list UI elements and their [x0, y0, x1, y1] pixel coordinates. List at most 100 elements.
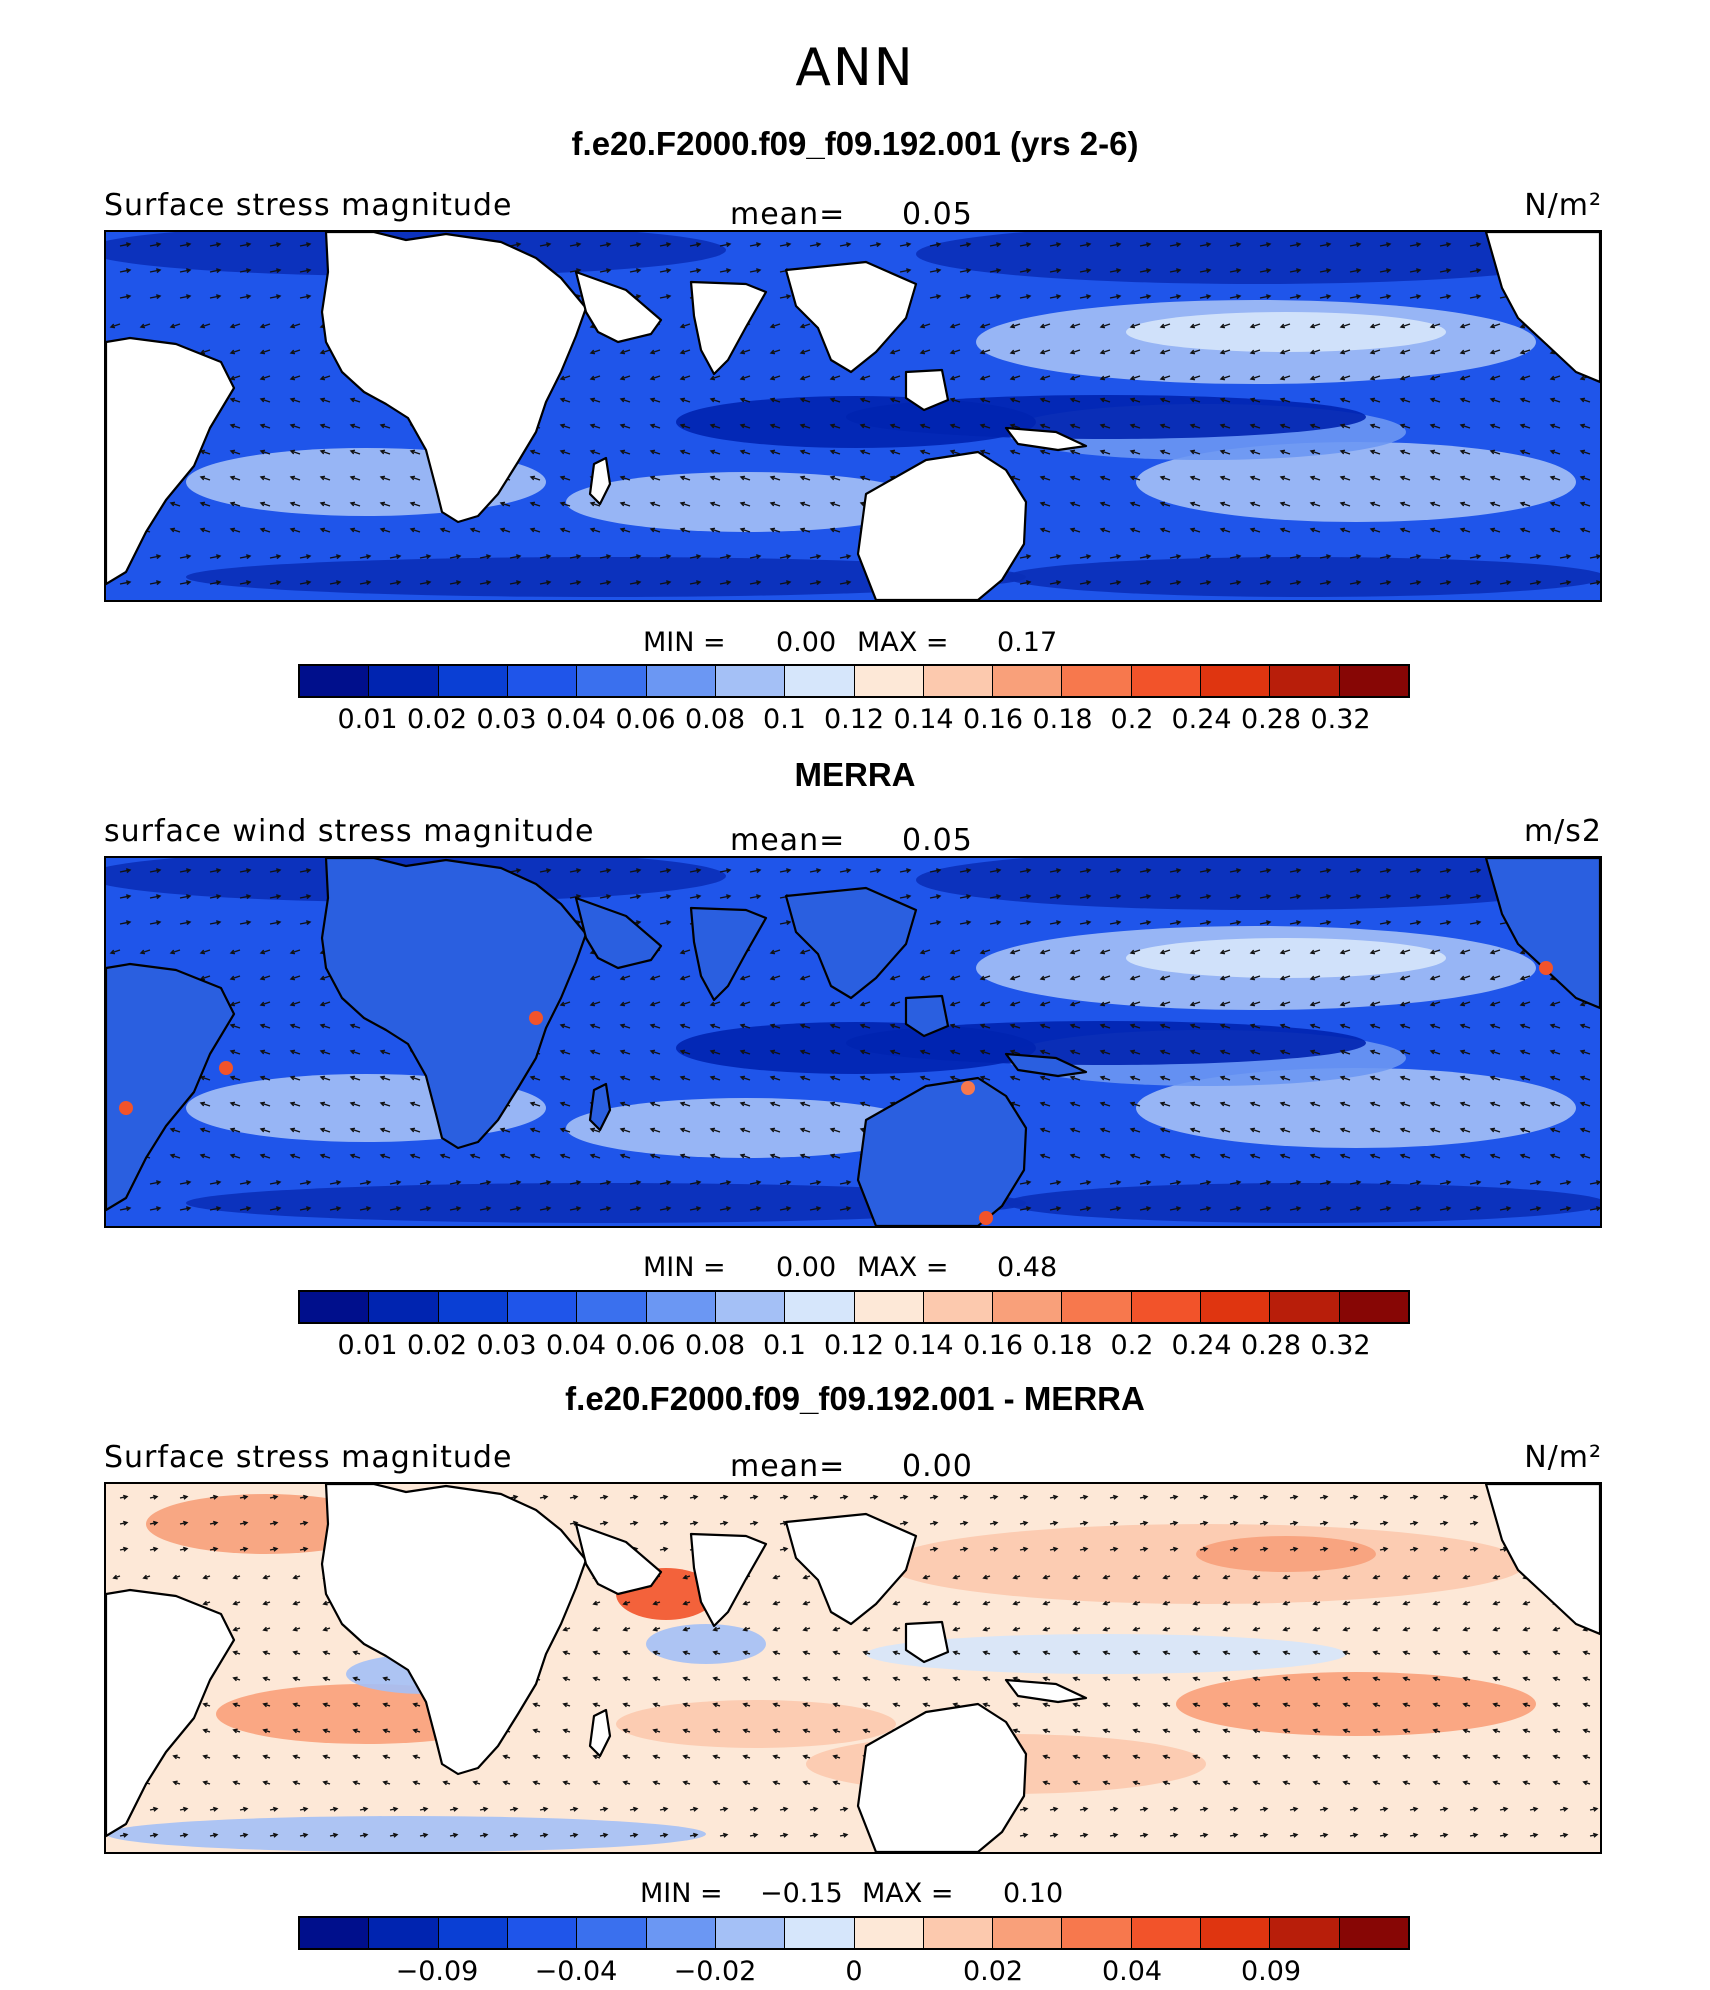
vector-arrowhead — [682, 1728, 688, 1734]
vector-arrow — [119, 295, 131, 299]
vector-arrow — [680, 398, 691, 403]
vector-arrowhead — [292, 1650, 298, 1656]
vector-arrowhead — [259, 1127, 266, 1133]
vector-arrow — [1379, 869, 1391, 873]
vector-arrow — [830, 528, 841, 533]
vector-arrowhead — [965, 920, 972, 926]
vector-arrow — [1250, 375, 1261, 380]
vector-arrowhead — [1522, 1780, 1528, 1786]
vector-arrowhead — [1055, 1180, 1062, 1186]
vector-arrowhead — [1162, 1600, 1168, 1606]
vector-arrowhead — [772, 1626, 778, 1632]
vector-arrowhead — [1232, 1832, 1239, 1838]
coastline-newguinea — [1004, 426, 1088, 452]
vector-arrowhead — [799, 975, 806, 981]
vector-arrow — [1289, 555, 1301, 559]
vector-arrow — [680, 1076, 691, 1081]
vector-arrowhead — [665, 1180, 672, 1186]
vector-arrowhead — [1102, 1600, 1108, 1606]
vector-arrowhead — [679, 397, 686, 403]
vector-arrow — [890, 424, 901, 429]
vector-arrow — [659, 921, 671, 925]
vector-arrow — [650, 1024, 661, 1029]
vector-arrowhead — [172, 1754, 178, 1760]
vector-arrow — [410, 1102, 421, 1107]
vector-arrowhead — [289, 527, 296, 533]
vector-arrowhead — [455, 1180, 462, 1186]
vector-arrow — [659, 895, 671, 899]
vector-arrowhead — [1382, 1806, 1389, 1812]
vector-arrowhead — [785, 580, 792, 586]
vector-arrow — [350, 476, 361, 481]
vector-arrow — [1169, 555, 1181, 559]
vector-arrow — [1430, 398, 1441, 403]
vector-arrowhead — [649, 527, 656, 533]
vector-arrowhead — [1459, 375, 1466, 381]
vector-arrowhead — [1189, 423, 1196, 429]
vector-arrow — [1439, 1207, 1451, 1211]
vector-arrowhead — [275, 294, 282, 300]
vector-arrow — [1049, 921, 1061, 925]
vector-arrowhead — [1115, 1180, 1122, 1186]
vector-arrow — [1469, 555, 1481, 559]
vector-arrow — [920, 349, 931, 354]
vector-arrowhead — [652, 1780, 658, 1786]
vector-arrow — [1430, 502, 1441, 507]
vector-arrow — [1079, 921, 1091, 925]
vector-arrow — [290, 375, 301, 380]
vector-arrowhead — [379, 527, 386, 533]
vector-arrow — [920, 424, 931, 429]
vector-arrowhead — [922, 1676, 928, 1682]
vector-arrow — [1370, 1102, 1381, 1107]
vector-arrow — [1460, 1128, 1471, 1133]
vector-arrowhead — [679, 449, 686, 455]
vector-arrow — [1280, 528, 1291, 533]
vector-arrowhead — [589, 1075, 596, 1081]
vector-arrowhead — [1115, 554, 1122, 560]
vector-arrowhead — [1372, 1728, 1378, 1734]
vector-arrow — [149, 869, 161, 873]
vector-arrow — [1019, 921, 1031, 925]
colorbar-tick-label: 0.32 — [1310, 1330, 1371, 1361]
vector-arrowhead — [695, 554, 702, 560]
vector-arrowhead — [769, 1023, 776, 1029]
vector-arrowhead — [1162, 1676, 1168, 1682]
vector-arrowhead — [1475, 294, 1482, 300]
vector-arrowhead — [1129, 1153, 1136, 1159]
vector-arrow — [1559, 1207, 1571, 1211]
vector-arrow — [899, 269, 911, 273]
vector-arrowhead — [1402, 1728, 1408, 1734]
vector-arrowhead — [275, 242, 282, 248]
vector-arrow — [1490, 1001, 1501, 1006]
vector-arrowhead — [289, 423, 296, 429]
vector-arrowhead — [649, 975, 656, 981]
vector-arrow — [1580, 1050, 1591, 1055]
vector-arrowhead — [242, 1494, 249, 1500]
vector-arrow — [419, 581, 431, 585]
vector-arrowhead — [1312, 1626, 1318, 1632]
vector-arrowhead — [739, 1101, 746, 1107]
vector-arrowhead — [829, 1023, 836, 1029]
field-contour — [616, 1700, 896, 1748]
vector-arrowhead — [1189, 349, 1196, 355]
vector-arrowhead — [1429, 475, 1436, 481]
vector-arrowhead — [982, 1574, 988, 1580]
vector-arrowhead — [965, 294, 972, 300]
vector-arrowhead — [1009, 975, 1016, 981]
vector-arrowhead — [1459, 1101, 1466, 1107]
vector-arrowhead — [1159, 975, 1166, 981]
vector-arrowhead — [1235, 580, 1242, 586]
vector-arrowhead — [889, 423, 896, 429]
vector-arrowhead — [1552, 1754, 1558, 1760]
vector-arrow — [1109, 295, 1121, 299]
vector-arrowhead — [1369, 1023, 1376, 1029]
vector-arrowhead — [1445, 554, 1452, 560]
vector-arrow — [710, 398, 721, 403]
vector-arrow — [770, 1050, 781, 1055]
vector-arrow — [1520, 1154, 1531, 1159]
vector-arrow — [959, 269, 971, 273]
vector-arrowhead — [725, 580, 732, 586]
vector-arrowhead — [1432, 1626, 1438, 1632]
vector-arrowhead — [1412, 1494, 1419, 1500]
vector-arrowhead — [622, 1650, 628, 1656]
